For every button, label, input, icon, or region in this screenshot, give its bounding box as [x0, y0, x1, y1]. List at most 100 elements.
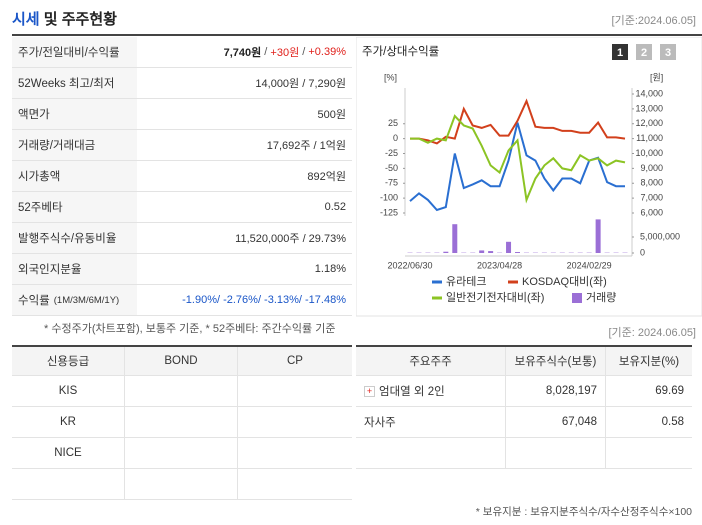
- value-part: +0.39%: [308, 46, 346, 58]
- y-unit: [%]: [384, 72, 397, 82]
- row-value: 17,692주 / 1억원: [137, 130, 352, 161]
- row-value: 14,000원 / 7,290원: [137, 68, 352, 99]
- label: 외국인지분율: [18, 264, 82, 276]
- cell: [238, 469, 352, 500]
- y2-unit: [원]: [650, 72, 663, 82]
- chart-title: 주가/상대수익률: [362, 45, 439, 58]
- volume-bar: [506, 241, 512, 253]
- y2-tick-label: 8,000: [640, 178, 663, 188]
- x-tick-label: 2023/04/28: [477, 260, 522, 270]
- y2-tick-label: 12,000: [635, 118, 663, 128]
- row-value: 11,520,000주 / 29.73%: [137, 223, 352, 254]
- header-rule: [12, 34, 702, 36]
- value-part: -1.90%/ -2.76%/ -3.13%/ -17.48%: [182, 294, 346, 306]
- header-cell: 주요주주: [356, 347, 506, 376]
- cell: [125, 438, 238, 469]
- header-cell: 신용등급: [12, 347, 125, 376]
- value-part: 1.18%: [314, 263, 346, 275]
- label: 거래량/거래대금: [18, 140, 96, 152]
- y2-tick-label: 14,000: [635, 88, 663, 98]
- date2: [기준: 2024.06.05]: [608, 327, 696, 339]
- plus-icon[interactable]: +: [364, 385, 375, 397]
- row-label: 외국인지분율: [12, 254, 137, 285]
- tab[interactable]: [636, 44, 652, 60]
- header-date: [기준:2024.06.05]: [611, 15, 696, 27]
- header-cell: CP: [238, 347, 352, 376]
- label: 시가총액: [18, 171, 61, 183]
- y2-tick-label: 9,000: [640, 163, 663, 173]
- tab[interactable]: [612, 44, 628, 60]
- holder-note: * 보유지분 : 보유지분주식수/자수산정주식수×100: [475, 506, 692, 518]
- y-tick-label: -25: [385, 148, 398, 158]
- chart: 주가/상대수익률 [%] [원] 1 2 3 25 0 -25 -50 -75 -100 -125…: [356, 37, 702, 317]
- header-cell: 보유주식수(보통): [506, 347, 606, 376]
- value-part: +30원: [270, 47, 300, 59]
- label: 52주베타: [18, 202, 63, 214]
- tab-label: 2: [641, 47, 647, 59]
- volume-tick-label: 0: [640, 247, 645, 257]
- cell: NICE: [12, 438, 125, 469]
- value-part: 14,000원 / 7,290원: [255, 78, 346, 90]
- x-tick-label: 2022/06/30: [387, 260, 432, 270]
- label: 수익률: [18, 295, 50, 307]
- note: * 수정주가(차트포함), 보통주 기준, * 52주베타: 주간수익률 기준: [44, 323, 336, 335]
- cell: [606, 438, 692, 469]
- cell: [356, 438, 506, 469]
- y-tick-label: -125: [380, 207, 398, 217]
- cell: 자사주: [356, 407, 506, 438]
- cell: 69.69: [606, 376, 692, 407]
- table-rule: [356, 345, 692, 347]
- volume-bar: [479, 250, 485, 253]
- value-part: 892억원: [307, 171, 346, 183]
- label: 주가/전일대비/수익률: [18, 47, 120, 59]
- legend-swatch: [572, 293, 582, 303]
- row-label: 주가/전일대비/수익률: [12, 37, 137, 68]
- row-label: 액면가: [12, 99, 137, 130]
- cell: [238, 376, 352, 407]
- cell: 0.58: [606, 407, 692, 438]
- tab[interactable]: [660, 44, 676, 60]
- cell: 8,028,197: [506, 376, 606, 407]
- row-value: 7,740원 / +30원 / +0.39%: [137, 37, 352, 68]
- series-line: [410, 114, 626, 204]
- y2-tick-label: 6,000: [640, 207, 663, 217]
- row-label: 52Weeks 최고/최저: [12, 68, 137, 99]
- volume-bar: [515, 252, 520, 253]
- legend-label: 거래량: [586, 291, 616, 304]
- value-part: 0.52: [324, 201, 346, 213]
- header-cell: 보유지분(%): [606, 347, 692, 376]
- volume-bar: [443, 251, 449, 253]
- cell: [238, 407, 352, 438]
- row-value: 1.18%: [137, 254, 352, 285]
- volume-tick-label: 5,000,000: [640, 231, 680, 241]
- cell: [125, 376, 238, 407]
- row-label: 수익률 (1M/3M/6M/1Y): [12, 285, 137, 316]
- label: 발행주식수/유동비율: [18, 233, 117, 245]
- value-part: 500원: [317, 109, 346, 121]
- y-tick-label: -50: [385, 163, 398, 173]
- cell: [125, 469, 238, 500]
- row-value: 0.52: [137, 192, 352, 223]
- sublabel: (1M/3M/6M/1Y): [53, 294, 120, 306]
- row-value: 892억원: [137, 161, 352, 192]
- y2-tick-label: 7,000: [640, 193, 663, 203]
- row-label: 발행주식수/유동비율: [12, 223, 137, 254]
- row-label: 거래량/거래대금: [12, 130, 137, 161]
- cell: [12, 469, 125, 500]
- value-part: 17,692주 / 1억원: [266, 140, 346, 152]
- y-tick-label: -75: [385, 178, 398, 188]
- y2-tick-label: 11,000: [636, 133, 663, 143]
- cell: [238, 438, 352, 469]
- chart-frame: [356, 37, 702, 317]
- row-value: -1.90%/ -2.76%/ -3.13%/ -17.48%: [137, 285, 352, 316]
- row-value: 500원: [137, 99, 352, 130]
- header-cell: BOND: [125, 347, 238, 376]
- legend-label: 유라테크: [446, 275, 486, 288]
- volume-bar: [452, 224, 458, 253]
- table-rule: [12, 345, 352, 347]
- cell: + 엄대열 외 2인: [356, 376, 506, 407]
- value-part: /: [261, 46, 271, 58]
- label: 52Weeks 최고/최저: [18, 78, 115, 90]
- title-main: 시세: [12, 11, 40, 28]
